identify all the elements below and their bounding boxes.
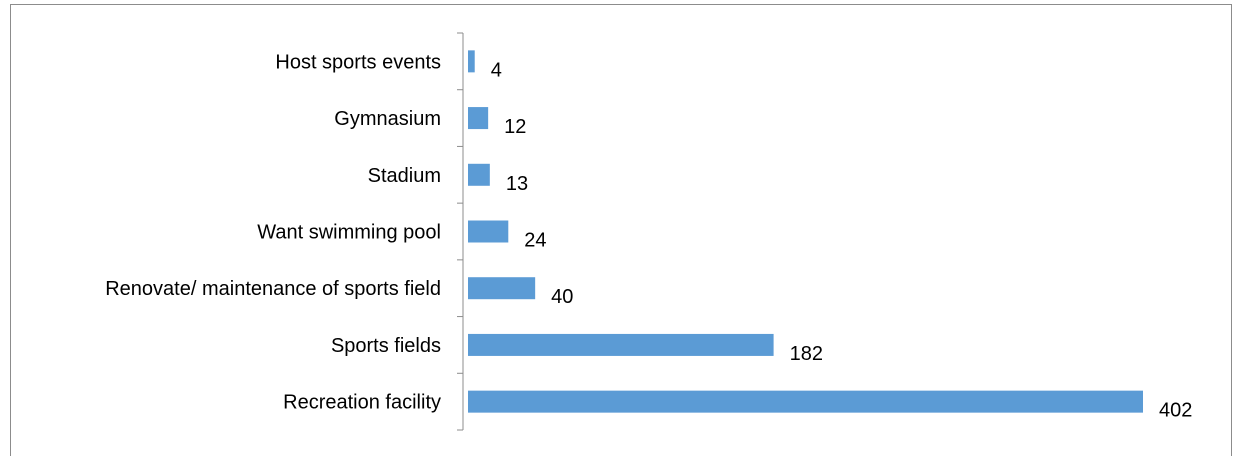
data-label: 12: [504, 116, 526, 138]
data-label: 182: [790, 343, 823, 365]
category-label: Recreation facility: [283, 392, 441, 414]
bar: [468, 220, 509, 243]
category-label: Want swimming pool: [257, 222, 441, 244]
category-label: Sports fields: [331, 335, 441, 357]
chart-frame: [10, 4, 1232, 456]
bar: [468, 50, 475, 73]
category-label: Host sports events: [275, 51, 441, 73]
data-label: 402: [1159, 400, 1192, 422]
data-label: 24: [524, 230, 546, 252]
data-label: 40: [551, 286, 573, 308]
bar: [468, 277, 536, 300]
bar: [468, 390, 1143, 413]
bars-layer: [468, 50, 1143, 413]
category-label: Gymnasium: [334, 108, 441, 130]
labels-layer: Host sports events 4 Gymnasium 12 Stadium 13 W…: [105, 51, 1192, 421]
data-label: 13: [506, 173, 528, 195]
bar: [468, 163, 490, 186]
axis-layer: [457, 32, 464, 431]
category-label: Stadium: [368, 165, 441, 187]
bar: [468, 333, 774, 356]
bar: [468, 107, 489, 130]
data-label: 4: [491, 59, 502, 81]
category-label: Renovate/ maintenance of sports field: [105, 278, 441, 300]
